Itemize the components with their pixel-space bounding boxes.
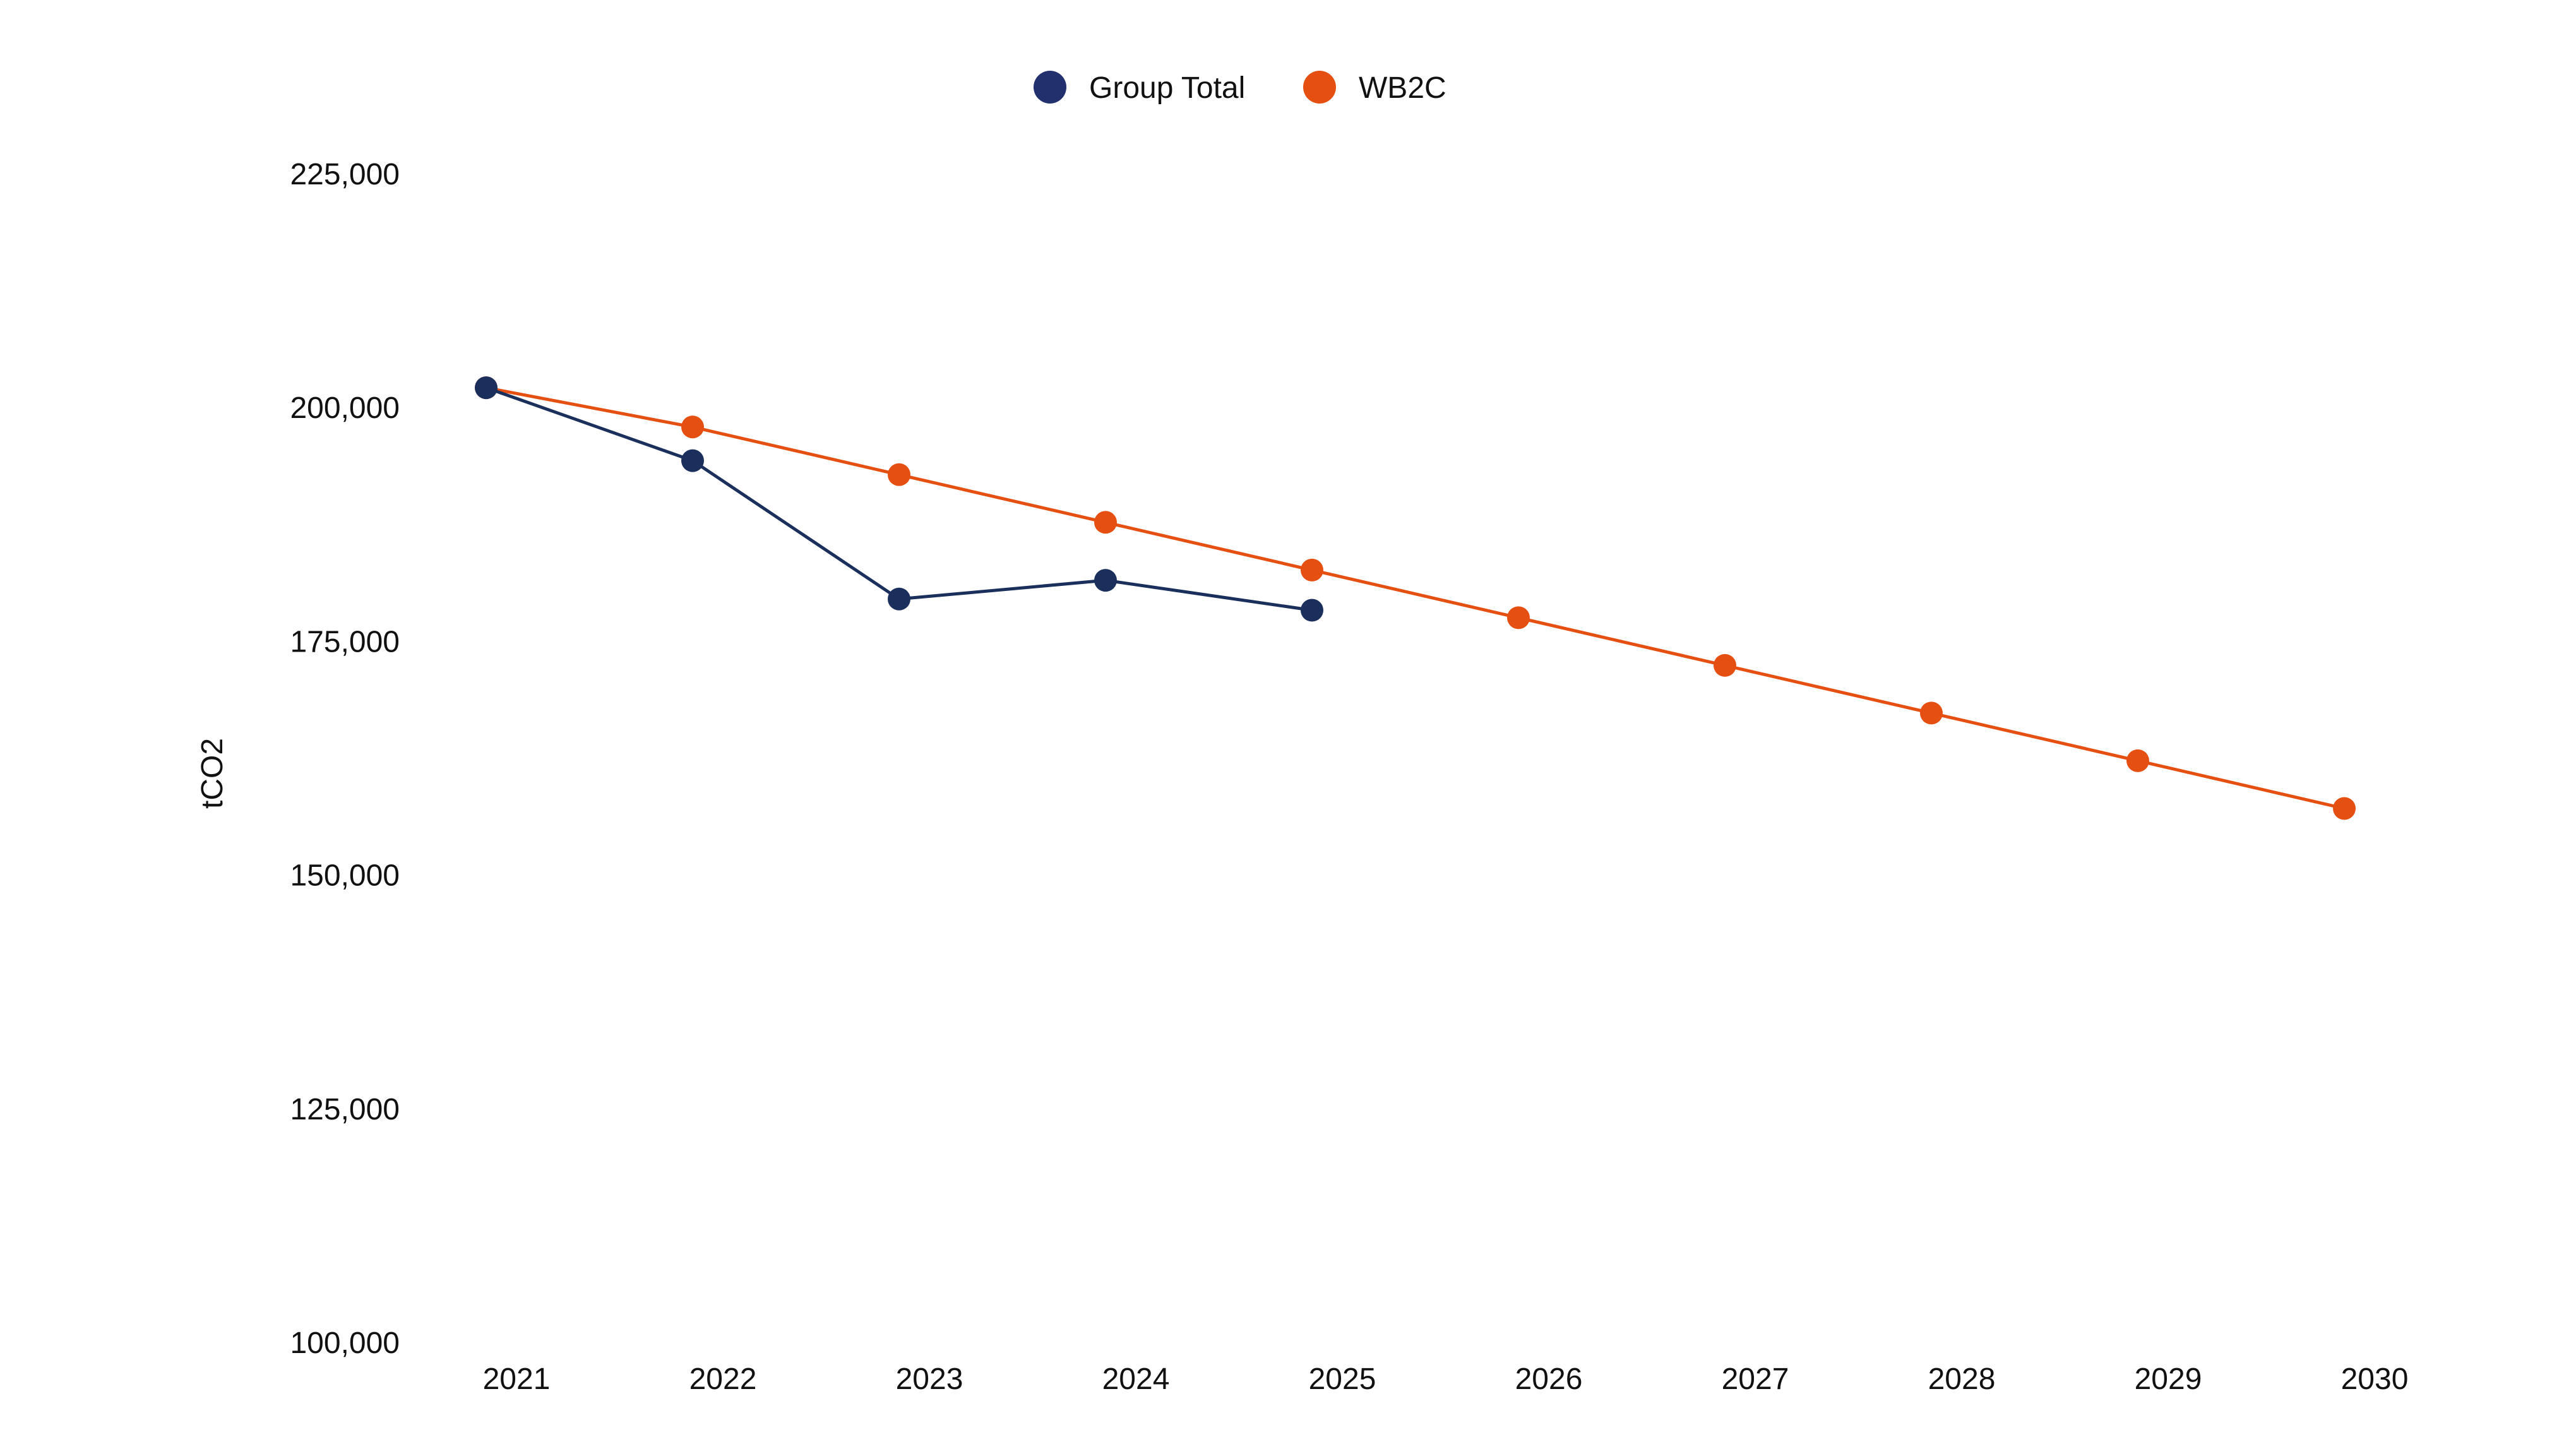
data-point-wb2c <box>681 415 704 439</box>
series-wb2c <box>475 376 2356 820</box>
data-point-group-total <box>681 449 704 472</box>
y-tick-label: 100,000 <box>290 1327 400 1360</box>
data-point-wb2c <box>1714 653 1736 677</box>
y-tick-label: 125,000 <box>290 1093 400 1126</box>
data-point-group-total <box>1301 599 1323 622</box>
x-tick-label: 2022 <box>689 1363 757 1396</box>
x-tick-label: 2021 <box>483 1363 551 1396</box>
series-layer <box>475 376 2356 820</box>
data-point-wb2c <box>2126 749 2149 772</box>
x-tick-label: 2027 <box>1722 1363 1789 1396</box>
data-point-group-total <box>1094 569 1117 592</box>
x-tick-label: 2023 <box>896 1363 963 1396</box>
y-axis-ticks: 100,000 125,000 150,000 175,000 200,000 225,0… <box>290 158 400 1360</box>
x-tick-label: 2026 <box>1515 1363 1583 1396</box>
data-point-wb2c <box>2333 797 2356 820</box>
data-point-wb2c <box>1301 558 1323 581</box>
y-axis-title: tCO2 <box>196 738 229 809</box>
x-tick-label: 2029 <box>2135 1363 2202 1396</box>
x-tick-label: 2025 <box>1309 1363 1376 1396</box>
data-point-group-total <box>888 587 910 611</box>
legend: Group Total WB2C <box>1034 71 1446 105</box>
legend-marker-group-total <box>1034 71 1066 104</box>
data-point-wb2c <box>1920 701 1943 725</box>
x-tick-label: 2030 <box>2341 1363 2409 1396</box>
series-line-wb2c <box>484 386 2346 810</box>
legend-label-group-total: Group Total <box>1089 71 1245 105</box>
legend-label-wb2c: WB2C <box>1359 71 1446 105</box>
y-tick-label: 200,000 <box>290 391 400 425</box>
y-tick-label: 225,000 <box>290 158 400 191</box>
data-point-group-total <box>475 376 498 400</box>
x-axis-ticks: 2021 2022 2023 2024 2025 2026 2027 2028 2029 2030 <box>483 1363 2409 1396</box>
legend-marker-wb2c <box>1303 71 1336 104</box>
data-point-wb2c <box>1507 606 1530 629</box>
data-point-wb2c <box>888 463 910 486</box>
x-tick-label: 2028 <box>1928 1363 1996 1396</box>
series-group-total <box>475 376 1323 622</box>
y-tick-label: 175,000 <box>290 625 400 659</box>
series-line-group-total <box>484 386 1314 612</box>
x-tick-label: 2024 <box>1102 1363 1170 1396</box>
y-tick-label: 150,000 <box>290 859 400 893</box>
data-point-wb2c <box>1094 511 1117 534</box>
